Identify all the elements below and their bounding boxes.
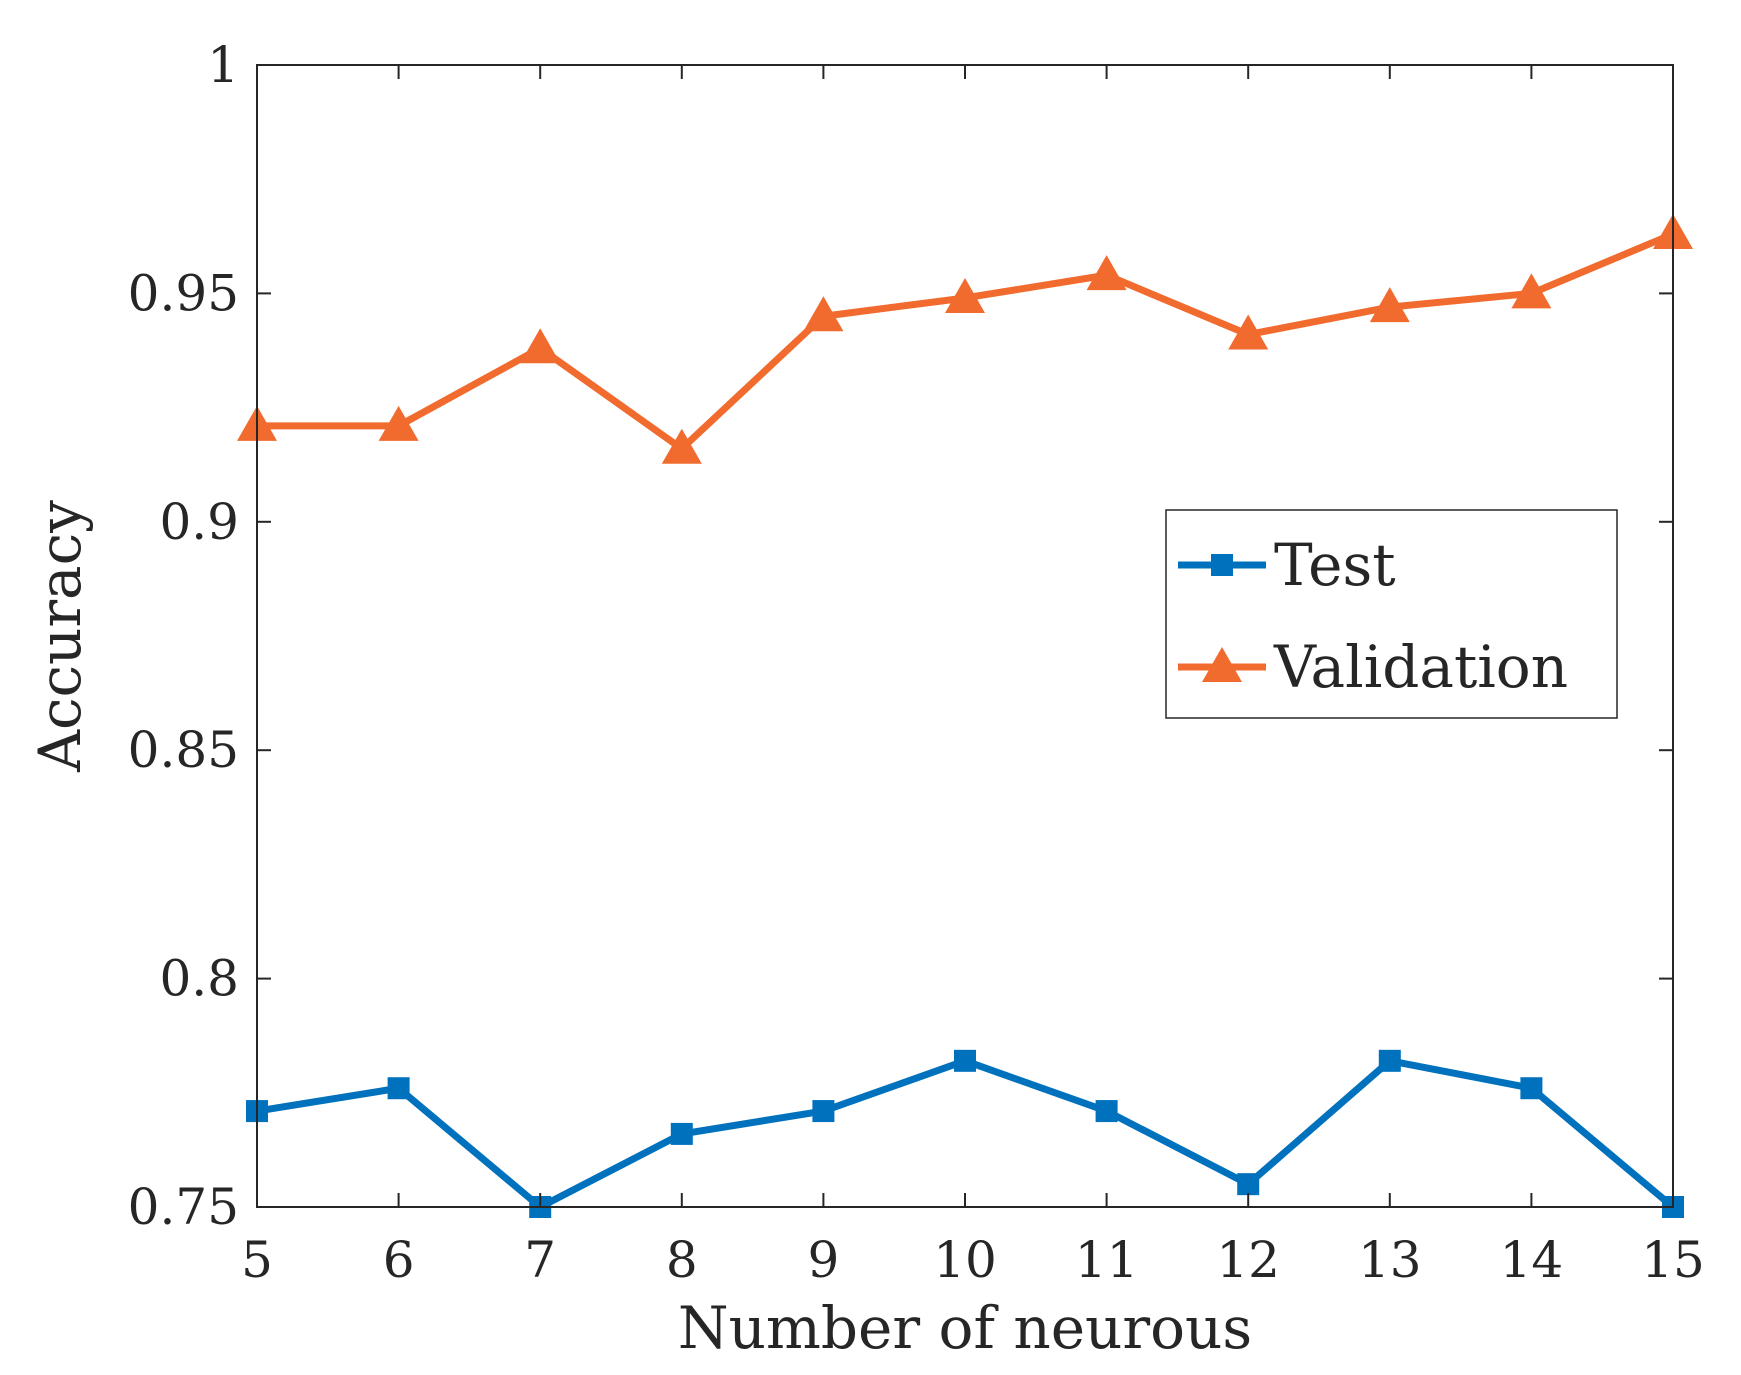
validation-point (520, 328, 561, 364)
test-point (812, 1100, 835, 1123)
test-point (1095, 1100, 1118, 1123)
y-tick-label: 0.75 (128, 1178, 239, 1236)
test-point (670, 1122, 693, 1145)
x-tick-label: 11 (1075, 1231, 1139, 1289)
x-tick-label: 5 (241, 1231, 273, 1289)
series-test (246, 1049, 1684, 1218)
axes-layer: 5 6 7 8 9 10 11 12 13 14 15 0.75 0.8 0.85 0.9 0.95 1 Numb… (26, 36, 1705, 1362)
legend-box (1165, 509, 1618, 719)
y-tick-label: 0.95 (128, 264, 239, 322)
legend-test-marker (1211, 554, 1233, 576)
x-tick-label: 9 (807, 1231, 839, 1289)
x-tick-label: 14 (1500, 1231, 1564, 1289)
legend-test-label: Test (1274, 531, 1396, 599)
test-point (954, 1049, 976, 1072)
validation-point (945, 277, 985, 313)
x-tick-label: 10 (933, 1231, 997, 1289)
legend-validation-marker (1202, 647, 1242, 682)
validation-point (1086, 255, 1127, 291)
series-layer (237, 214, 1693, 1218)
x-axis-label: Number of neurous (678, 1294, 1252, 1362)
validation-point (1228, 314, 1269, 350)
legend-validation-label: Validation (1273, 633, 1568, 701)
x-tick-label: 15 (1641, 1231, 1705, 1289)
x-tick-label: 12 (1216, 1231, 1280, 1289)
validation-point (378, 405, 419, 441)
x-tick-label: 7 (524, 1231, 556, 1289)
validation-point (803, 296, 844, 332)
y-axis-label: Accuracy (26, 500, 94, 773)
validation-point (1511, 273, 1552, 309)
validation-point (1369, 287, 1410, 323)
test-point (387, 1077, 410, 1100)
legend: Test Validation (1165, 509, 1618, 719)
y-tick-label: 0.9 (159, 493, 239, 551)
x-tick-label: 8 (666, 1231, 698, 1289)
test-point (1237, 1173, 1260, 1196)
validation-point (661, 428, 702, 464)
x-tick-label: 6 (383, 1231, 415, 1289)
y-tick-label: 0.8 (159, 950, 239, 1008)
y-tick-label: 1 (207, 36, 239, 94)
y-tick-label: 0.85 (128, 721, 239, 779)
test-point (1520, 1077, 1543, 1100)
test-point (1378, 1049, 1401, 1072)
x-tick-label: 13 (1358, 1231, 1422, 1289)
